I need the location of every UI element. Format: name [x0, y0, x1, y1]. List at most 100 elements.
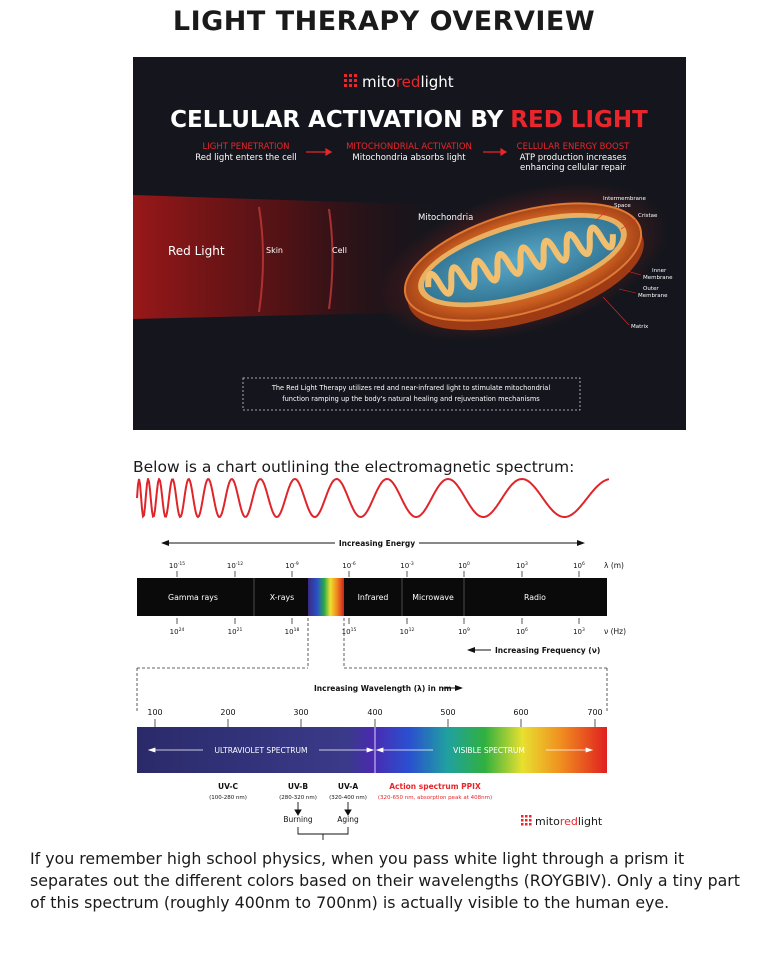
increasing-wavelength-label: Increasing Wavelength (λ) in nm	[314, 684, 452, 693]
uv-visible-spectrum-bar: ULTRAVIOLET SPECTRUM VISIBLE SPECTRUM	[137, 727, 607, 773]
increasing-frequency-arrow: Increasing Frequency (ν)	[467, 646, 600, 655]
wavelength-tick-label: 106	[573, 561, 585, 570]
brand-prefix: mito	[362, 73, 396, 91]
arrow-right-icon	[455, 685, 463, 691]
logo-mark-icon	[521, 815, 532, 826]
step2-desc: Mitochondria absorbs light	[352, 153, 466, 163]
uva-effect: Aging	[337, 815, 359, 824]
increasing-energy-arrow: Increasing Energy	[161, 537, 585, 549]
note-box	[242, 377, 581, 411]
nm-tick-label: 500	[440, 708, 455, 717]
frequency-tick-label: 103	[573, 627, 585, 636]
nm-tick-label: 100	[147, 708, 162, 717]
arrow-right-icon	[577, 540, 585, 546]
lambda-unit-label: λ (m)	[604, 561, 624, 570]
svg-text:mitoredlight: mitoredlight	[535, 815, 603, 828]
nm-tick-label: 600	[513, 708, 528, 717]
label-outer-1: Outer	[643, 286, 659, 292]
uvb-effect: Burning	[283, 815, 312, 824]
process-steps: LIGHT PENETRATION Red light enters the c…	[195, 142, 630, 173]
uv-spectrum-label: ULTRAVIOLET SPECTRUM	[215, 746, 308, 755]
logo-mark-icon	[344, 74, 357, 87]
label-red-light: Red Light	[168, 244, 225, 258]
action-spectrum-range: (320-650 nm, absorption peak at 408nm)	[378, 795, 492, 801]
wavelength-tick-label: 10-15	[169, 561, 185, 570]
visible-light-band	[308, 578, 344, 616]
step3-desc2: enhancing cellular repair	[520, 163, 626, 173]
label-inner-1: Inner	[652, 268, 667, 274]
band-microwave: Microwave	[412, 593, 454, 602]
arrow-head-icon	[325, 147, 333, 157]
arrow-down-icon	[344, 809, 352, 816]
frequency-tick-label: 106	[516, 627, 528, 636]
step3-title: CELLULAR ENERGY BOOST	[517, 142, 630, 152]
band-radio: Radio	[524, 593, 546, 602]
em-band-bar: Gamma rays X-rays Infrared Microwave Rad…	[137, 578, 607, 616]
wavelength-tick-label: 10-12	[227, 561, 243, 570]
electromagnetic-spectrum-chart: Increasing Energy 10-15 10-12 10-9 10-6 10-3…	[136, 478, 626, 840]
step1-desc: Red light enters the cell	[195, 153, 296, 163]
label-matrix: Matrix	[631, 324, 649, 330]
increasing-energy-label: Increasing Energy	[339, 539, 415, 548]
frequency-tick-label: 1012	[400, 627, 415, 636]
nm-tick-label: 200	[220, 708, 235, 717]
wavelength-tick-label: 10-3	[400, 561, 414, 570]
body-paragraph: If you remember high school physics, whe…	[30, 849, 740, 912]
increasing-wavelength-arrow: Increasing Wavelength (λ) in nm	[314, 684, 463, 693]
label-intermembrane-2: Space	[614, 203, 631, 209]
svg-text:mitoredlight: mitoredlight	[362, 73, 454, 91]
band-infrared: Infrared	[358, 593, 389, 602]
cristae-folds	[425, 224, 616, 297]
label-cell: Cell	[332, 246, 347, 255]
uvc-name: UV-C	[218, 782, 238, 791]
brand-logo: mitoredlight	[344, 73, 454, 91]
wavelength-tick-label: 10-6	[342, 561, 356, 570]
frequency-tick-label: 109	[458, 627, 470, 636]
nm-tick-label: 300	[293, 708, 308, 717]
brand-suffix: light	[578, 815, 603, 828]
frequency-tick-label: 1024	[170, 627, 185, 636]
uvb-name: UV-B	[288, 782, 308, 791]
wavelength-tick-label: 103	[516, 561, 528, 570]
arrow-down-icon	[294, 809, 302, 816]
spectrum-brand-logo: mitoredlight	[521, 815, 603, 828]
step1-title: LIGHT PENETRATION	[203, 142, 290, 152]
uv-effect-arrows	[294, 802, 352, 840]
visible-spectrum-label: VISIBLE SPECTRUM	[453, 746, 525, 755]
step3-desc: ATP production increases	[520, 153, 627, 163]
spectrum-intro: Below is a chart outlining the electroma…	[133, 458, 575, 476]
label-pointers	[594, 208, 642, 326]
frequency-tick-label: 1021	[228, 627, 243, 636]
uva-range: (320-400 nm)	[329, 795, 367, 801]
brand-mid: red	[396, 73, 421, 91]
arrow-left-icon	[467, 647, 475, 653]
freq-unit-label: ν (Hz)	[604, 627, 626, 636]
mitochondria-illustration	[377, 183, 669, 341]
uva-name: UV-A	[338, 782, 358, 791]
label-inner-2: Membrane	[643, 275, 673, 281]
label-intermembrane-1: Intermembrane	[603, 196, 647, 202]
uv-subbands: UV-C (100-280 nm) UV-B (280-320 nm) UV-A…	[209, 782, 492, 824]
step-arrows	[306, 147, 508, 157]
em-wave-line	[136, 478, 610, 519]
increasing-frequency-label: Increasing Frequency (ν)	[495, 646, 600, 655]
brand-prefix: mito	[535, 815, 560, 828]
wavelength-tick-label: 10-9	[285, 561, 299, 570]
action-spectrum-name: Action spectrum PPIX	[389, 782, 481, 791]
wavelength-ticks: 10-15 10-12 10-9 10-6 10-3 100 103 106	[169, 561, 585, 577]
band-x-rays: X-rays	[270, 593, 294, 602]
brand-mid: red	[560, 815, 578, 828]
frequency-ticks: 1024 1021 1018 1015 1012 109 106 103	[170, 618, 585, 636]
label-skin: Skin	[266, 246, 283, 255]
arrow-head-icon	[500, 147, 508, 157]
step2-title: MITOCHONDRIAL ACTIVATION	[346, 142, 472, 152]
label-cristae: Cristae	[638, 213, 658, 219]
label-outer-2: Membrane	[638, 293, 668, 299]
cellular-activation-banner: mitoredlight CELLULAR ACTIVATION BY RED L…	[133, 57, 686, 430]
frequency-tick-label: 1015	[342, 627, 357, 636]
wavelength-tick-label: 100	[458, 561, 470, 570]
banner-headline: CELLULAR ACTIVATION BY RED LIGHT	[170, 107, 648, 133]
arrow-left-icon	[161, 540, 169, 546]
band-gamma-rays: Gamma rays	[168, 593, 218, 602]
